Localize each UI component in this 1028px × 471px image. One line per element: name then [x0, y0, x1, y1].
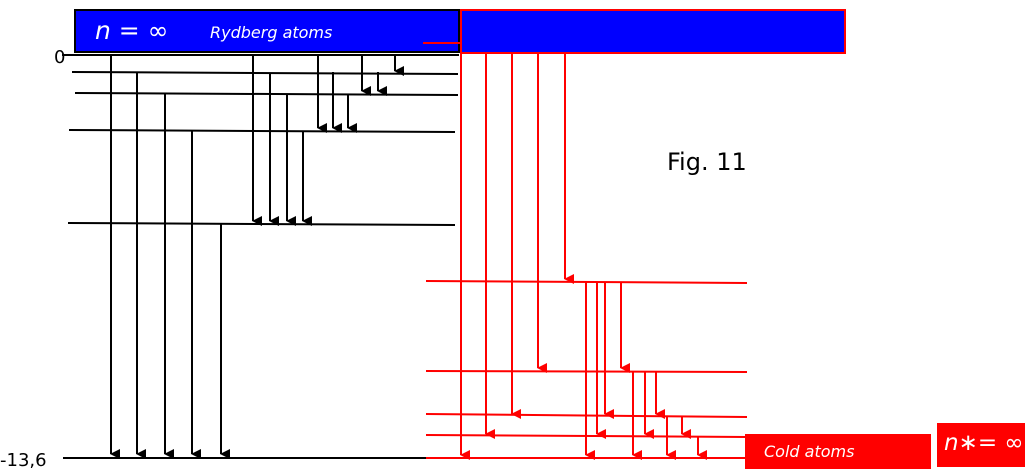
- cold-n-box: [937, 423, 1025, 467]
- rydberg-n-infinity-label: n = ∞: [95, 16, 169, 45]
- black-level-2: [74, 92, 459, 96]
- cold-atoms-box: [745, 434, 931, 469]
- black-level-1: [71, 71, 459, 75]
- energy-bottom-label: -13,6: [0, 450, 47, 471]
- figure-label: Fig. 11: [667, 148, 747, 176]
- black-energy-levels: [62, 54, 459, 459]
- red-outlined-blue-box: [460, 9, 846, 54]
- cold-n-infinity-label: n∗= ∞: [944, 430, 1024, 456]
- black-level-3: [68, 129, 456, 133]
- rydberg-atoms-label: Rydberg atoms: [210, 23, 332, 42]
- black-level-4: [67, 222, 456, 226]
- black-transition-arrows: [110, 55, 404, 459]
- rydberg-atoms-box: [74, 9, 460, 53]
- energy-zero-label: 0: [54, 47, 65, 68]
- red-transition-arrows: [460, 52, 707, 460]
- cold-atoms-label: Cold atoms: [764, 442, 854, 461]
